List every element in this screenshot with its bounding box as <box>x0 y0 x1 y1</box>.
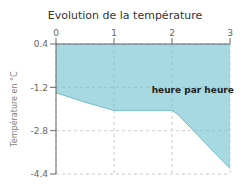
svg-text:heure par heure: heure par heure <box>152 85 234 95</box>
svg-text:1: 1 <box>111 28 117 38</box>
svg-text:0: 0 <box>53 28 59 38</box>
svg-text:Température en °C: Température en °C <box>9 71 19 148</box>
svg-text:0.4: 0.4 <box>34 39 49 49</box>
svg-text:-4.4: -4.4 <box>30 169 48 179</box>
svg-text:2: 2 <box>169 28 175 38</box>
svg-text:-1.2: -1.2 <box>30 83 48 93</box>
svg-text:-2.8: -2.8 <box>30 126 48 136</box>
html-text:Evolution de la température: Evolution de la température <box>47 9 203 22</box>
svg-text:3: 3 <box>227 28 233 38</box>
